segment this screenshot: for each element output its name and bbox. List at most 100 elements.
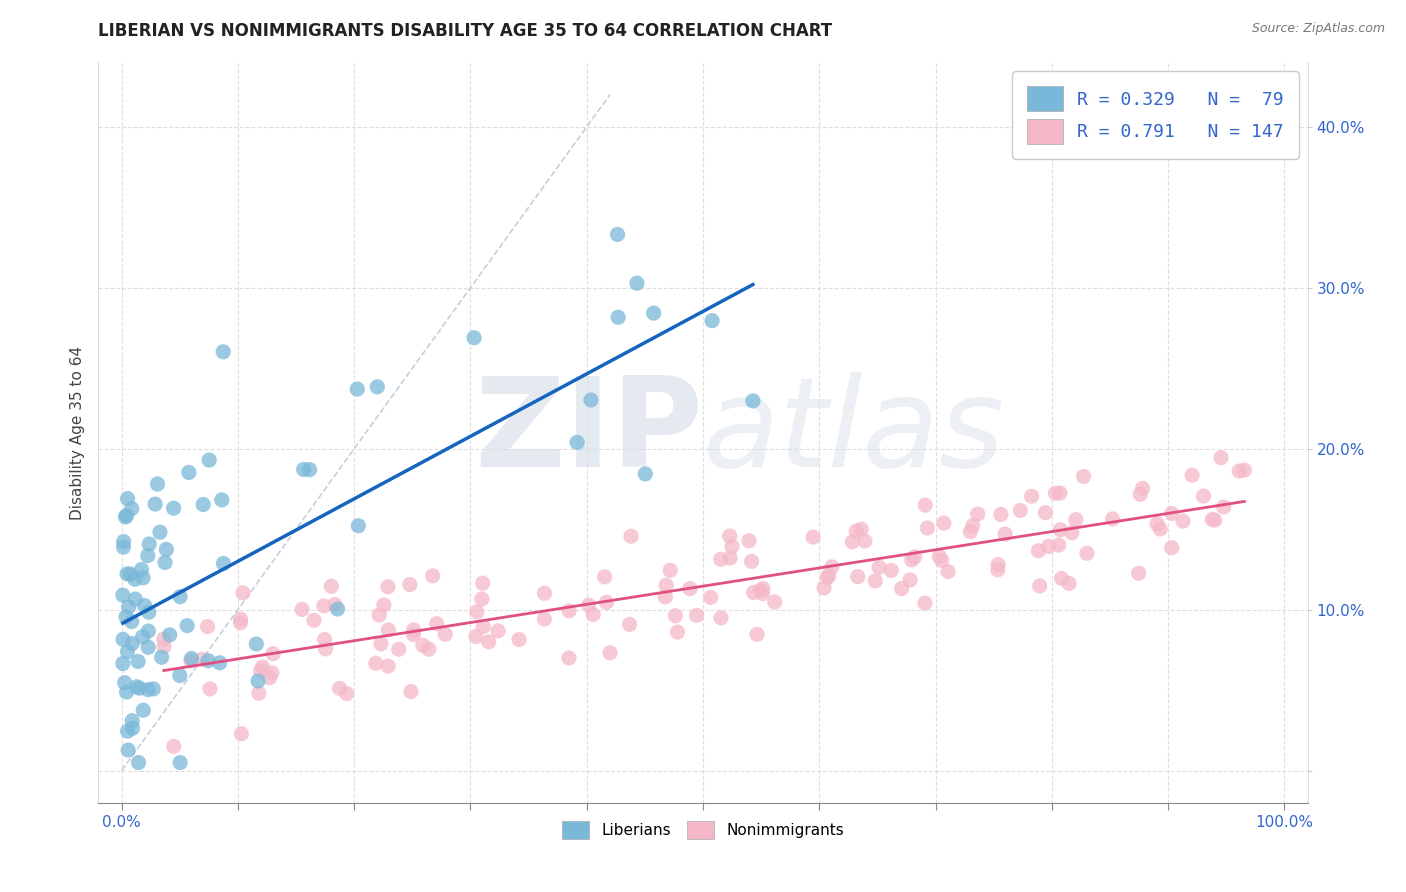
Point — [127, 655, 149, 669]
Point — [193, 498, 215, 512]
Point — [229, 615, 252, 630]
Point — [112, 534, 135, 549]
Point — [131, 562, 153, 576]
Point — [745, 627, 768, 641]
Point — [558, 604, 581, 618]
Point — [321, 579, 343, 593]
Point — [211, 492, 233, 507]
Point — [262, 647, 284, 661]
Point — [197, 619, 219, 633]
Point — [347, 518, 370, 533]
Point — [142, 681, 165, 696]
Legend: Liberians, Nonimmigrants: Liberians, Nonimmigrants — [554, 814, 852, 847]
Point — [643, 306, 665, 320]
Point — [846, 569, 869, 583]
Text: ZIP: ZIP — [474, 372, 703, 493]
Point — [117, 491, 139, 506]
Point — [593, 570, 616, 584]
Text: LIBERIAN VS NONIMMIGRANTS DISABILITY AGE 35 TO 64 CORRELATION CHART: LIBERIAN VS NONIMMIGRANTS DISABILITY AGE… — [98, 22, 832, 40]
Point — [1101, 512, 1123, 526]
Point — [599, 646, 621, 660]
Point — [1146, 516, 1168, 531]
Point — [422, 569, 444, 583]
Point — [620, 529, 643, 543]
Point — [131, 630, 153, 644]
Point — [402, 627, 425, 641]
Point — [180, 654, 202, 668]
Point — [138, 537, 160, 551]
Point — [1045, 486, 1067, 500]
Point — [112, 540, 135, 554]
Point — [582, 607, 605, 622]
Point — [508, 632, 530, 647]
Point — [115, 685, 138, 699]
Point — [917, 521, 939, 535]
Point — [260, 665, 283, 680]
Point — [302, 613, 325, 627]
Point — [377, 580, 399, 594]
Point — [813, 581, 835, 595]
Point — [153, 640, 176, 654]
Point — [763, 595, 786, 609]
Point — [292, 462, 315, 476]
Point — [138, 605, 160, 619]
Point — [700, 313, 723, 327]
Point — [124, 572, 146, 586]
Point — [121, 501, 143, 516]
Point — [1057, 576, 1080, 591]
Point — [738, 533, 761, 548]
Point — [558, 651, 581, 665]
Point — [710, 552, 733, 566]
Point — [366, 380, 388, 394]
Point — [149, 525, 172, 540]
Point — [890, 582, 912, 596]
Point — [1076, 546, 1098, 560]
Point — [368, 607, 391, 622]
Point — [388, 642, 411, 657]
Point — [245, 637, 267, 651]
Point — [229, 612, 252, 626]
Point — [752, 582, 775, 596]
Point — [654, 590, 676, 604]
Point — [721, 540, 744, 554]
Point — [198, 681, 221, 696]
Point — [315, 641, 337, 656]
Point — [841, 535, 863, 549]
Point — [247, 686, 270, 700]
Point — [169, 590, 191, 604]
Point — [136, 682, 159, 697]
Point — [928, 549, 950, 564]
Point — [463, 331, 485, 345]
Point — [124, 592, 146, 607]
Point — [117, 599, 139, 614]
Point — [817, 570, 839, 584]
Point — [121, 615, 143, 629]
Point — [472, 619, 495, 633]
Point — [159, 628, 181, 642]
Point — [198, 453, 221, 467]
Point — [987, 558, 1010, 572]
Point — [1160, 541, 1182, 555]
Point — [1201, 512, 1223, 526]
Point — [418, 642, 440, 657]
Point — [865, 574, 887, 588]
Point — [990, 508, 1012, 522]
Point — [1128, 566, 1150, 581]
Point — [117, 645, 139, 659]
Point — [607, 310, 630, 325]
Point — [121, 721, 143, 735]
Point — [138, 624, 160, 638]
Point — [370, 637, 392, 651]
Point — [132, 571, 155, 585]
Point — [751, 586, 773, 600]
Point — [208, 656, 231, 670]
Point — [659, 563, 682, 577]
Text: atlas: atlas — [703, 372, 1005, 493]
Point — [329, 681, 352, 696]
Point — [471, 591, 494, 606]
Point — [434, 627, 457, 641]
Point — [326, 602, 349, 616]
Point — [817, 568, 839, 582]
Point — [136, 640, 159, 655]
Point — [742, 585, 765, 599]
